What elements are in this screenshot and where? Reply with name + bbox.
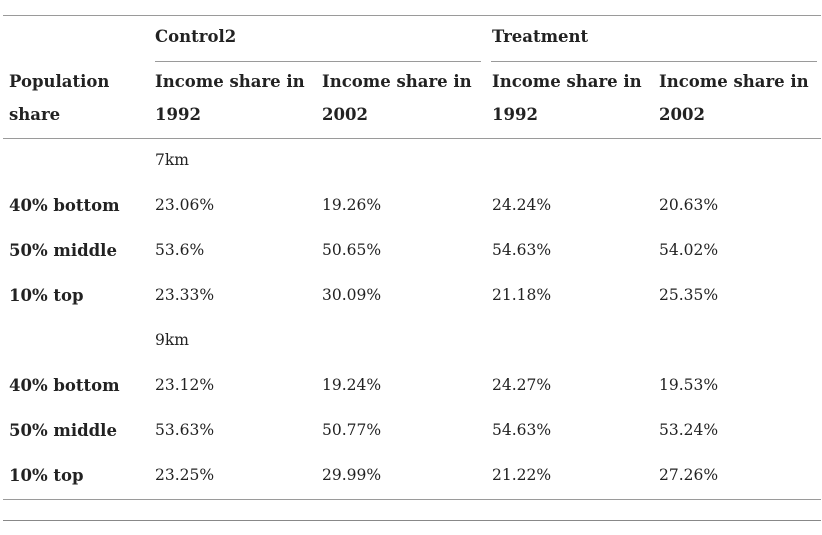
table-cell: 54.02% — [659, 241, 719, 259]
table-top-rule — [3, 15, 821, 16]
row-label: 40% bottom — [9, 196, 120, 215]
group-rule-treatment — [491, 61, 817, 62]
population-header-line1: Population — [9, 72, 110, 91]
table-cell: 50.77% — [322, 421, 382, 439]
table-cell: 21.18% — [492, 286, 552, 304]
section-label-7km: 7km — [155, 151, 189, 169]
table-cell: 30.09% — [322, 286, 382, 304]
table-cell: 54.63% — [492, 421, 552, 439]
column-header-treatment-2002-line2: 2002 — [659, 105, 705, 124]
row-label: 50% middle — [9, 241, 117, 260]
table-cell: 53.24% — [659, 421, 719, 439]
table-cell: 53.6% — [155, 241, 205, 259]
column-header-treatment-2002-line1: Income share in — [659, 72, 809, 91]
row-label: 50% middle — [9, 421, 117, 440]
section-label-9km: 9km — [155, 331, 189, 349]
table-cell: 23.25% — [155, 466, 215, 484]
table-cell: 23.33% — [155, 286, 215, 304]
column-header-control-1992-line1: Income share in — [155, 72, 305, 91]
table-cell: 23.06% — [155, 196, 215, 214]
table-cell: 54.63% — [492, 241, 552, 259]
table-cell: 25.35% — [659, 286, 719, 304]
group-rule-control2 — [155, 61, 481, 62]
table-cell: 50.65% — [322, 241, 382, 259]
column-header-control-2002-line1: Income share in — [322, 72, 472, 91]
table-cell: 27.26% — [659, 466, 719, 484]
table-cell: 19.24% — [322, 376, 382, 394]
population-header-line2: share — [9, 105, 61, 124]
table-cell: 23.12% — [155, 376, 215, 394]
column-header-control-2002-line2: 2002 — [322, 105, 368, 124]
row-label: 10% top — [9, 286, 84, 305]
table-cell: 24.27% — [492, 376, 552, 394]
footer-rule — [3, 520, 821, 521]
table-cell: 24.24% — [492, 196, 552, 214]
table-cell: 21.22% — [492, 466, 552, 484]
row-label: 10% top — [9, 466, 84, 485]
group-header-control2: Control2 — [155, 27, 237, 46]
table-cell: 19.26% — [322, 196, 382, 214]
header-bottom-rule — [3, 138, 821, 139]
table-bottom-rule — [3, 499, 821, 500]
column-header-treatment-1992-line1: Income share in — [492, 72, 642, 91]
table-cell: 19.53% — [659, 376, 719, 394]
column-header-treatment-1992-line2: 1992 — [492, 105, 538, 124]
group-header-treatment: Treatment — [492, 27, 589, 46]
row-label: 40% bottom — [9, 376, 120, 395]
table-cell: 20.63% — [659, 196, 719, 214]
table-cell: 29.99% — [322, 466, 382, 484]
table-cell: 53.63% — [155, 421, 215, 439]
column-header-control-1992-line2: 1992 — [155, 105, 201, 124]
